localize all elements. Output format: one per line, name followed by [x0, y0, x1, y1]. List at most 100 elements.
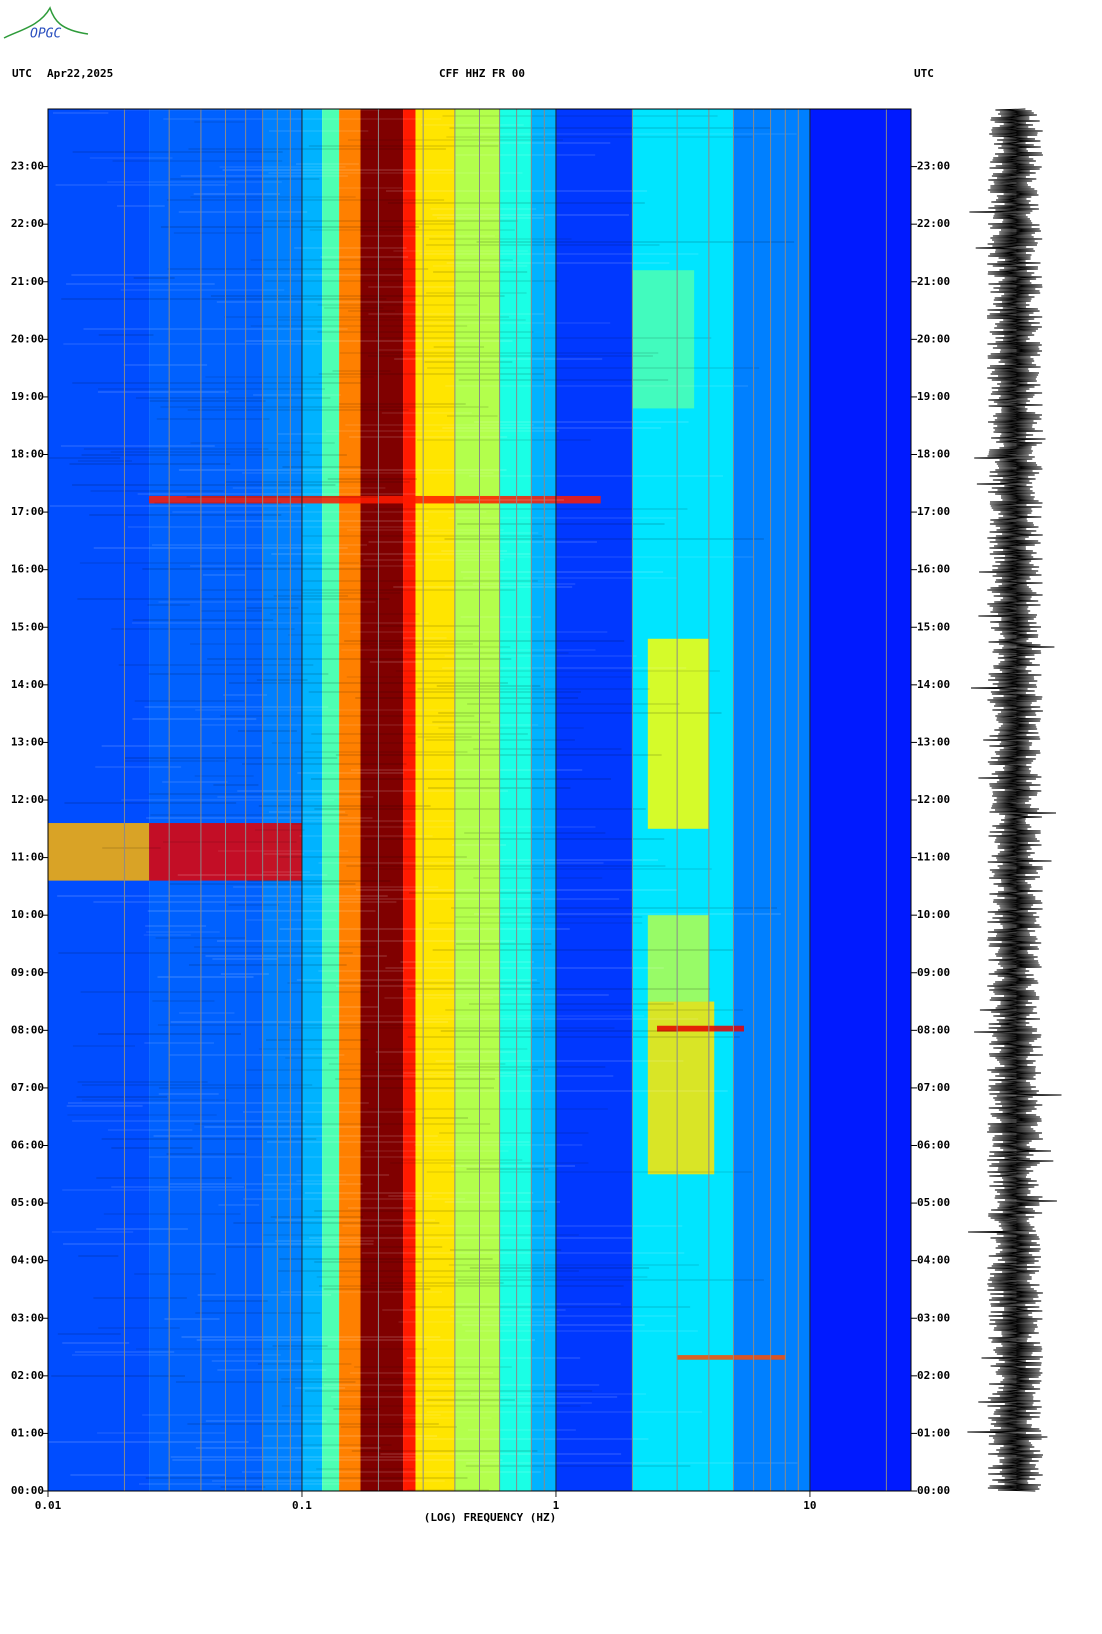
y-tick-label: 21:00: [917, 275, 950, 288]
texture: [276, 319, 526, 321]
texture: [441, 550, 508, 552]
texture: [429, 238, 572, 240]
texture: [318, 1285, 624, 1287]
texture: [205, 1420, 327, 1422]
texture: [89, 157, 173, 159]
texture: [342, 1225, 683, 1227]
y-tick-label: 11:00: [11, 851, 44, 864]
texture: [454, 154, 596, 156]
texture: [194, 946, 377, 948]
texture: [372, 868, 712, 870]
texture: [217, 796, 374, 798]
texture: [243, 1198, 466, 1200]
texture: [279, 1258, 493, 1260]
texture: [224, 481, 410, 483]
texture: [237, 730, 297, 732]
texture: [137, 493, 421, 495]
texture: [72, 484, 336, 486]
texture: [200, 1300, 268, 1302]
texture: [445, 385, 749, 387]
texture: [350, 769, 583, 771]
texture: [354, 1366, 512, 1368]
left-label: UTC: [12, 67, 32, 80]
texture: [346, 865, 666, 867]
texture: [467, 1429, 576, 1431]
texture: [349, 436, 508, 438]
texture: [49, 457, 121, 459]
texture: [370, 646, 511, 648]
texture: [406, 1357, 581, 1359]
texture: [388, 1195, 432, 1197]
texture: [164, 1318, 220, 1320]
texture: [351, 1450, 538, 1452]
texture: [58, 952, 353, 954]
spectral-column: [733, 109, 810, 1491]
texture: [243, 1111, 415, 1113]
spectral-column: [322, 109, 340, 1491]
texture: [173, 232, 262, 234]
texture: [169, 1183, 363, 1185]
texture: [432, 949, 735, 951]
texture: [407, 1489, 489, 1491]
texture: [197, 1294, 332, 1296]
y-tick-label: 03:00: [917, 1311, 950, 1324]
spectral-event: [647, 915, 709, 1002]
texture: [218, 850, 349, 852]
texture: [419, 1018, 699, 1020]
texture: [361, 1075, 614, 1077]
texture: [200, 610, 262, 612]
texture: [242, 472, 494, 474]
texture: [224, 316, 510, 318]
texture: [188, 148, 446, 150]
logo: OPGC: [30, 27, 61, 42]
texture: [93, 1297, 187, 1299]
texture: [472, 583, 576, 585]
texture: [419, 253, 699, 255]
spectral-column: [48, 109, 150, 1491]
y-tick-label: 22:00: [917, 217, 950, 230]
texture: [474, 421, 689, 423]
texture: [452, 1303, 621, 1305]
y-tick-label: 01:00: [917, 1426, 950, 1439]
y-tick-label: 22:00: [11, 217, 44, 230]
texture: [179, 1012, 235, 1014]
texture: [417, 688, 650, 690]
texture: [96, 1228, 188, 1230]
texture: [233, 1222, 440, 1224]
texture: [81, 1084, 313, 1086]
texture: [72, 151, 283, 153]
texture: [395, 670, 720, 672]
x-axis-label: (LOG) FREQUENCY (HZ): [424, 1511, 556, 1524]
texture: [158, 1093, 219, 1095]
texture: [433, 271, 528, 273]
texture: [476, 241, 795, 243]
date: Apr22,2025: [47, 67, 113, 80]
texture: [220, 715, 475, 717]
texture: [66, 283, 215, 285]
texture: [308, 145, 499, 147]
texture: [142, 568, 380, 570]
texture: [426, 1171, 753, 1173]
texture: [424, 361, 513, 363]
spectral-column: [499, 109, 532, 1491]
chart-title: CFF HHZ FR 00: [439, 67, 525, 80]
y-tick-label: 20:00: [917, 332, 950, 345]
texture: [170, 1021, 449, 1023]
texture: [212, 958, 278, 960]
texture: [422, 1117, 469, 1119]
texture: [294, 247, 407, 249]
texture: [241, 1471, 541, 1473]
texture: [364, 1150, 509, 1152]
texture: [257, 1363, 352, 1365]
texture: [426, 292, 527, 294]
texture: [158, 601, 376, 603]
texture: [468, 1003, 674, 1005]
y-tick-label: 12:00: [917, 793, 950, 806]
texture: [287, 982, 540, 984]
texture: [273, 595, 349, 597]
texture: [318, 373, 546, 375]
logo-mark: [3, 6, 89, 39]
texture: [202, 574, 245, 576]
texture: [446, 262, 670, 264]
spectral-column: [301, 109, 323, 1491]
